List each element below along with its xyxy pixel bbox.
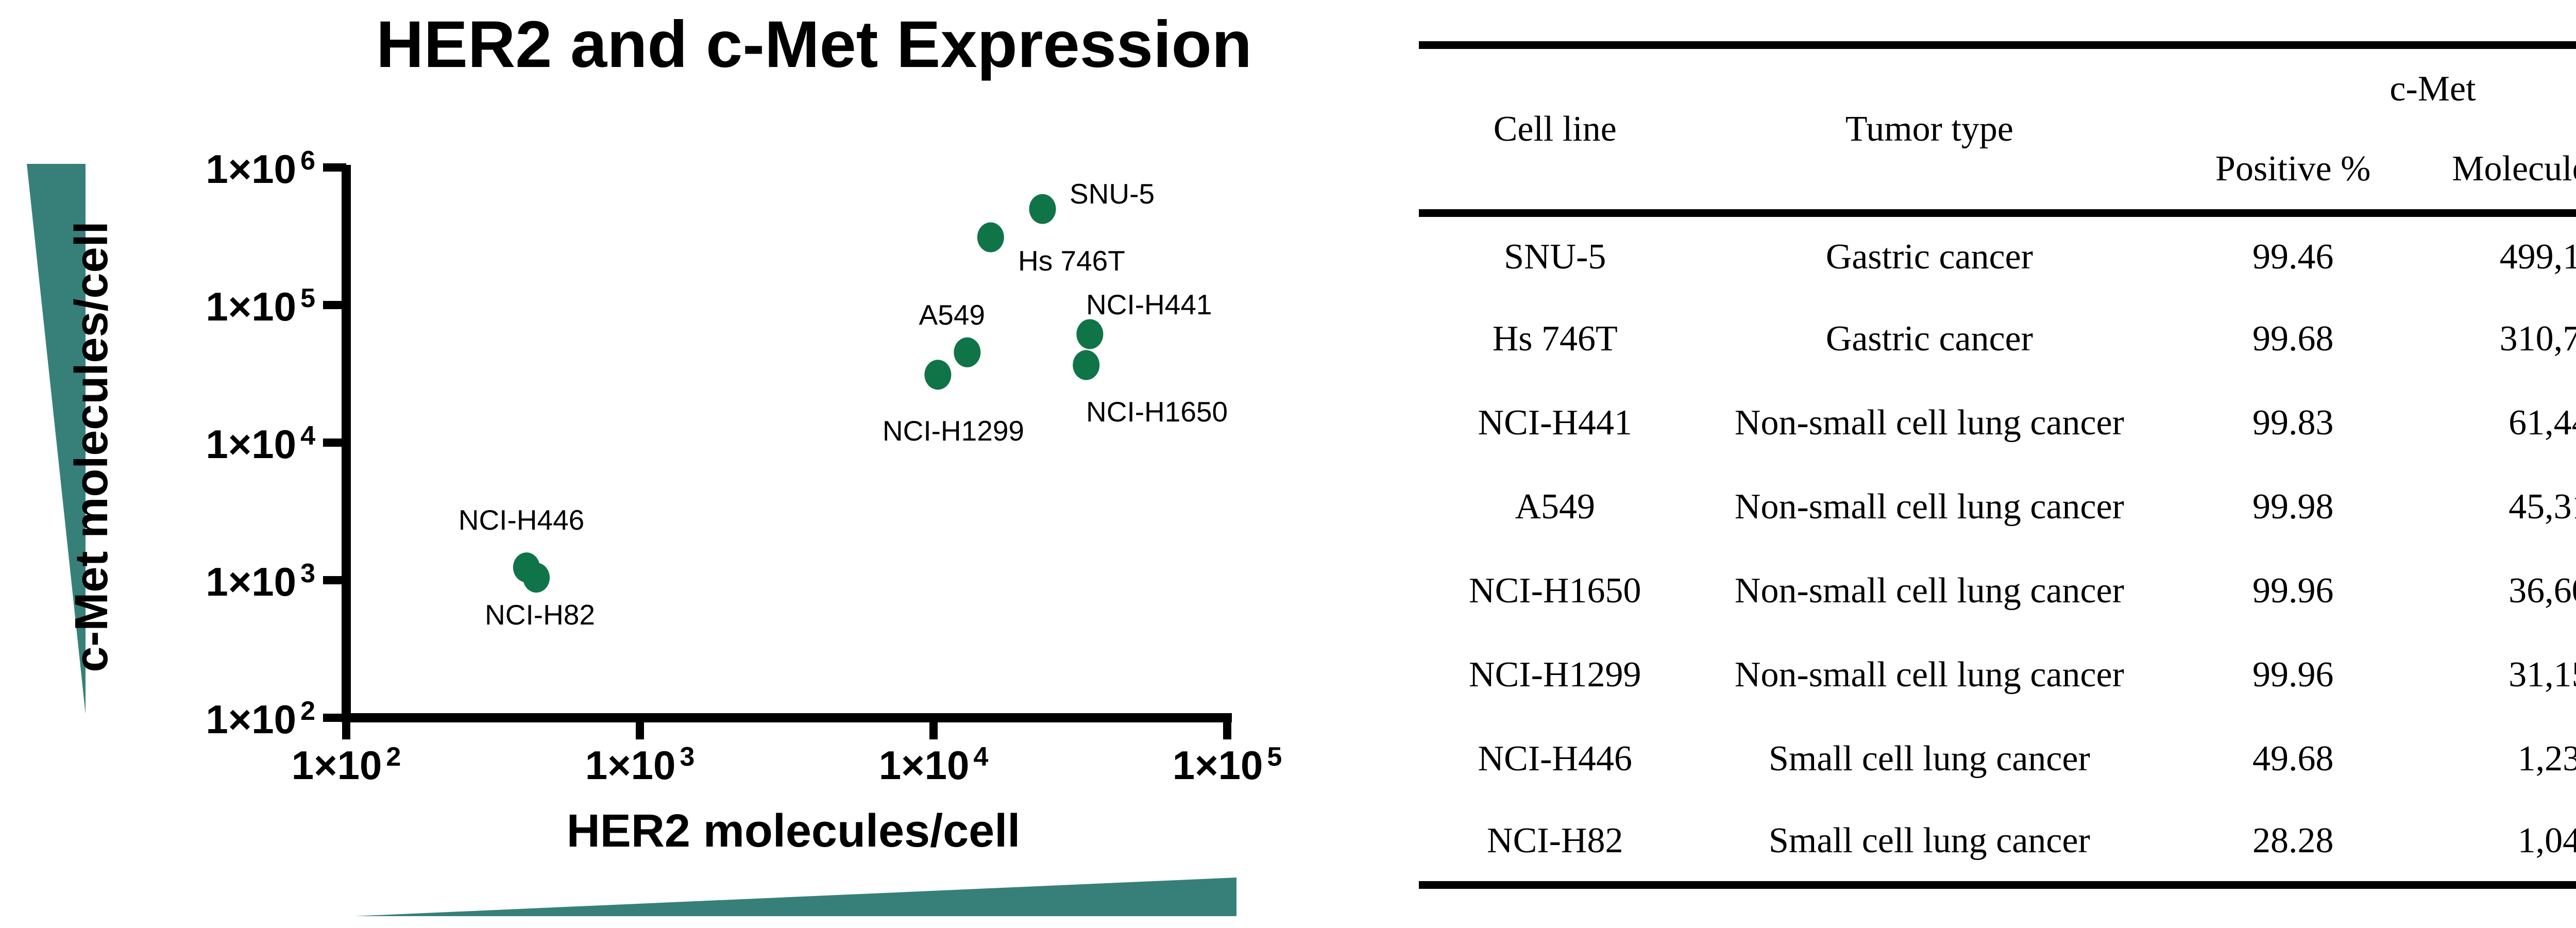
table-header: Cell line Tumor type c-Met HER2 Positive… (1419, 45, 2576, 213)
chart-panel: HER2 and c-Met Expression HER2 molecules… (27, 8, 1282, 916)
cell-tumor-type: Non-small cell lung cancer (1734, 487, 2124, 527)
cell-cell-line: SNU-5 (1504, 237, 1606, 277)
y-tick-label: 1×10 6 (206, 146, 315, 192)
table-panel: Cell line Tumor type c-Met HER2 Positive… (1419, 41, 2576, 889)
y-tick-label: 1×10 4 (206, 421, 315, 467)
y-tick-label: 1×10 5 (206, 283, 315, 329)
point-label: SNU-5 (1070, 178, 1155, 210)
y-tick-label: 1×10 2 (206, 696, 315, 742)
data-point (924, 360, 952, 390)
cell-cmet-positive-pct: 99.68 (2252, 319, 2334, 359)
expression-table: Cell line Tumor type c-Met HER2 Positive… (1419, 41, 2576, 889)
y-axis-ticks: 1×10 2 1×10 3 1×10 4 1×10 5 1×10 6 (206, 146, 346, 742)
data-point (1076, 319, 1104, 349)
cell-tumor-type: Small cell lung cancer (1768, 821, 2090, 861)
cell-cmet-molecules-per-cell: 1,239 (2517, 739, 2576, 779)
chart-title: HER2 and c-Met Expression (376, 8, 1252, 81)
col-header-cmet-molecules: Molecules/cell (2452, 149, 2576, 189)
point-label: A549 (919, 299, 985, 331)
x-tick-label: 1×10 4 (879, 742, 989, 788)
col-header-tumor-type: Tumor type (1845, 109, 2013, 149)
cell-tumor-type: Gastric cancer (1825, 319, 2033, 359)
cell-cmet-positive-pct: 99.46 (2252, 237, 2334, 277)
cell-cmet-positive-pct: 49.68 (2252, 739, 2334, 779)
data-point-labels: SNU-5 Hs 746T NCI-H441 A549 NCI-H1650 NCI-H12… (459, 178, 1228, 631)
cell-cmet-positive-pct: 99.96 (2252, 571, 2334, 611)
col-header-cell-line: Cell line (1493, 109, 1617, 149)
expression-scatter-chart: HER2 and c-Met Expression HER2 molecules… (27, 8, 1282, 916)
cell-cell-line: NCI-H82 (1487, 821, 1623, 861)
table-row: NCI-H1650 Non-small cell lung cancer 99.96… (1419, 549, 2576, 633)
cell-cell-line: NCI-H1299 (1469, 655, 1641, 695)
cell-cmet-molecules-per-cell: 1,043 (2517, 821, 2576, 861)
cell-cmet-positive-pct: 28.28 (2252, 821, 2334, 861)
data-point (523, 563, 550, 593)
her2-increasing-wedge-icon (354, 878, 1236, 916)
cell-cmet-positive-pct: 99.98 (2252, 487, 2334, 527)
cell-cmet-molecules-per-cell: 310,718 (2499, 319, 2576, 359)
data-point (1073, 350, 1100, 380)
cell-tumor-type: Small cell lung cancer (1768, 739, 2090, 779)
table-row: NCI-H1299 Non-small cell lung cancer 99.96… (1419, 633, 2576, 717)
table-row: NCI-H446 Small cell lung cancer 49.68 1,239… (1419, 717, 2576, 801)
point-label: Hs 746T (1018, 245, 1125, 277)
cell-cmet-molecules-per-cell: 45,312 (2509, 487, 2576, 527)
x-tick-label: 1×10 2 (292, 742, 401, 788)
cell-tumor-type: Non-small cell lung cancer (1734, 571, 2124, 611)
data-points (513, 194, 1104, 593)
cell-cell-line: Hs 746T (1492, 319, 1618, 359)
table-row: NCI-H441 Non-small cell lung cancer 99.83 6… (1419, 381, 2576, 465)
y-tick-label: 1×10 3 (206, 559, 315, 604)
col-header-cmet-positive: Positive % (2215, 149, 2371, 189)
cell-cmet-molecules-per-cell: 31,159 (2509, 655, 2576, 695)
cell-cmet-molecules-per-cell: 36,603 (2509, 571, 2576, 611)
cell-cell-line: NCI-H441 (1478, 403, 1632, 443)
y-axis-label: c-Met molecules/cell (66, 221, 117, 672)
x-tick-label: 1×10 3 (585, 742, 695, 788)
cmet-increasing-wedge-icon (27, 164, 86, 714)
table-row: A549 Non-small cell lung cancer 99.98 45,31… (1419, 465, 2576, 549)
table-header-group-row: Cell line Tumor type c-Met HER2 (1419, 45, 2576, 149)
col-group-cmet: c-Met (2389, 69, 2476, 109)
x-axis-label: HER2 molecules/cell (567, 805, 1020, 857)
cell-tumor-type: Non-small cell lung cancer (1734, 403, 2124, 443)
point-label: NCI-H441 (1086, 289, 1212, 320)
table-header-sub-row: Positive % Molecules/cell Positive % Mol… (1419, 129, 2576, 213)
cell-cmet-positive-pct: 99.96 (2252, 655, 2334, 695)
point-label: NCI-H82 (485, 599, 595, 631)
data-point (1029, 194, 1056, 224)
point-label: NCI-H1650 (1086, 396, 1228, 428)
data-point (977, 222, 1004, 252)
cell-cell-line: NCI-H1650 (1469, 571, 1641, 611)
cell-tumor-type: Gastric cancer (1825, 237, 2033, 277)
point-label: NCI-H1299 (883, 415, 1024, 447)
data-point (954, 337, 981, 367)
point-label: NCI-H446 (459, 504, 585, 536)
cell-cell-line: A549 (1515, 487, 1596, 527)
cell-cmet-molecules-per-cell: 499,170 (2499, 237, 2576, 277)
cell-cell-line: NCI-H446 (1478, 739, 1632, 779)
cell-cmet-positive-pct: 99.83 (2252, 403, 2334, 443)
cell-tumor-type: Non-small cell lung cancer (1734, 655, 2124, 695)
cell-cmet-molecules-per-cell: 61,445 (2509, 403, 2576, 443)
x-axis-ticks: 1×10 2 1×10 3 1×10 4 1×10 5 (292, 718, 1282, 788)
x-tick-label: 1×10 5 (1173, 742, 1282, 788)
